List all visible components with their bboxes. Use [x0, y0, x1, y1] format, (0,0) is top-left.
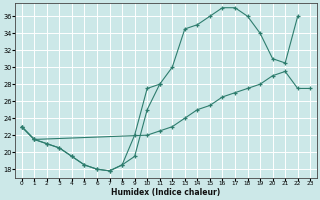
X-axis label: Humidex (Indice chaleur): Humidex (Indice chaleur): [111, 188, 220, 197]
